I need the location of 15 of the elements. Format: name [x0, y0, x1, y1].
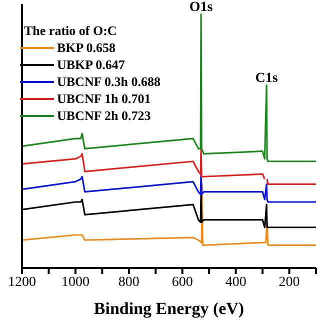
legend-label: UBKP 0.647 [57, 56, 125, 73]
x-tick-label: 600 [172, 274, 193, 290]
legend-label: BKP 0.658 [57, 39, 116, 56]
annotation: O1s [189, 0, 214, 16]
legend-label: UBCNF 1h 0.701 [57, 90, 151, 107]
annotation: C1s [255, 71, 278, 86]
x-tick-label: 200 [278, 274, 300, 290]
x-tick-label: 1200 [8, 274, 36, 290]
legend-label: UBCNF 2h 0.723 [57, 107, 151, 124]
x-tick-label: 1000 [61, 274, 90, 290]
x-tick-label: 400 [225, 274, 246, 290]
x-tick-label: 800 [118, 274, 140, 290]
x-axis-title: Binding Energy (eV) [94, 299, 244, 318]
legend-label: UBCNF 0.3h 0.688 [57, 73, 161, 90]
legend-title: The ratio of O:C [24, 22, 118, 39]
